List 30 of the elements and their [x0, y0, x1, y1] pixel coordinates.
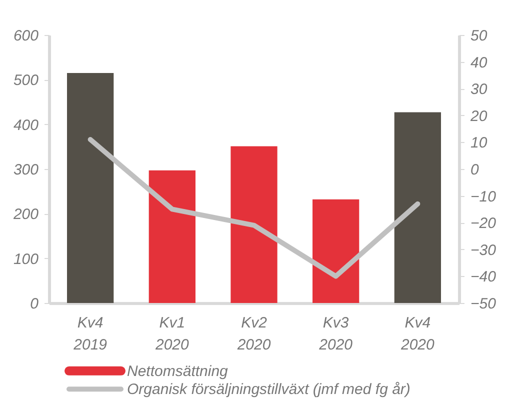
y2-tick-label: 20: [470, 108, 488, 125]
y2-tick-label: −10: [470, 188, 497, 206]
y-tick-label: 600: [13, 28, 40, 44]
y2-tick-label: 10: [470, 134, 488, 152]
y-tick-label: 400: [13, 116, 40, 134]
y2-tick-label: −30: [470, 242, 497, 259]
y2-tick-label: 40: [470, 54, 488, 72]
bar: [394, 112, 441, 303]
y-tick-label: 0: [30, 296, 40, 312]
x-tick-label: Kv2 2020: [236, 314, 272, 354]
x-tick-label: Kv4 2019: [72, 314, 108, 354]
bar: [230, 146, 278, 303]
bar: [67, 72, 114, 303]
y2-tick-label: −40: [470, 268, 497, 286]
y2-tick-label: 50: [470, 28, 488, 44]
bar: [312, 199, 360, 303]
y2-tick-label: −50: [470, 296, 497, 312]
y-tick-label: 500: [13, 72, 40, 90]
x-tick-label: Kv3 2020: [318, 314, 354, 354]
y-tick-label: 200: [12, 206, 40, 224]
x-tick-label: Kv4 2020: [400, 314, 436, 354]
x-tick-label: Kv1 2020: [154, 314, 190, 354]
y2-tick-label: −20: [470, 215, 497, 232]
legend-label: Nettomsättning: [127, 362, 229, 380]
bar: [148, 170, 196, 303]
y2-tick-label: 30: [470, 81, 488, 98]
y-tick-label: 300: [13, 162, 40, 178]
y-tick-label: 100: [13, 250, 40, 268]
legend-label: Organisk försäljningstillväxt (jmf med fg år): [127, 381, 410, 398]
y2-tick-label: 0: [470, 162, 480, 178]
